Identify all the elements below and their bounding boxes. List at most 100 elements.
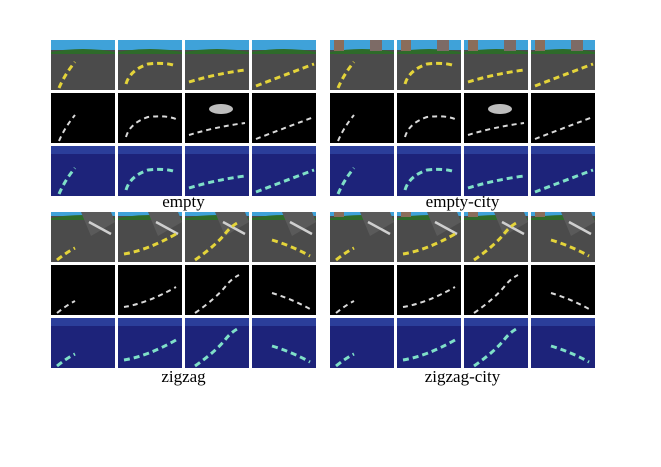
- camera-view-tile: [531, 40, 595, 90]
- mask-background: [397, 265, 461, 315]
- attention-mask-tile: [118, 265, 182, 315]
- mask-lane-highlight: [125, 115, 177, 138]
- attention-overlay-image: [185, 146, 249, 196]
- attention-mask-image: [185, 265, 249, 315]
- building: [334, 40, 344, 51]
- camera-view-image: [397, 40, 461, 90]
- attention-overlay-tile: [118, 318, 182, 368]
- attention-overlay-image: [51, 146, 115, 196]
- road-section: [427, 212, 461, 236]
- overlay-lane-highlight: [123, 338, 177, 362]
- camera-view-image: [51, 212, 115, 262]
- attention-overlay-image: [397, 318, 461, 368]
- camera-view-tile: [252, 40, 316, 90]
- overlay-horizon: [464, 146, 528, 154]
- overlay-horizon: [531, 146, 595, 154]
- attention-mask-image: [118, 93, 182, 143]
- yellow-lane-marking: [550, 238, 590, 258]
- white-edge-line: [289, 220, 313, 236]
- overlay-background: [185, 318, 249, 368]
- camera-view-tile: [185, 212, 249, 262]
- sky: [51, 40, 115, 50]
- overlay-background: [464, 318, 528, 368]
- white-edge-line: [367, 220, 391, 236]
- camera-view-tile: [185, 40, 249, 90]
- attention-overlay-tile: [185, 146, 249, 196]
- overlay-lane-highlight: [534, 168, 594, 194]
- sky: [531, 40, 595, 50]
- camera-view-tile: [118, 212, 182, 262]
- mask-background: [330, 265, 394, 315]
- mask-lane-highlight: [402, 286, 456, 308]
- yellow-lane-marking: [467, 68, 525, 84]
- attention-mask-tile: [118, 93, 182, 143]
- camera-view-tile: [330, 40, 394, 90]
- road-section: [494, 212, 528, 236]
- attention-overlay-image: [531, 318, 595, 368]
- attention-mask-tile: [397, 265, 461, 315]
- overlay-horizon: [330, 318, 394, 326]
- overlay-horizon: [397, 146, 461, 154]
- mask-blob: [209, 104, 233, 114]
- building: [571, 40, 583, 51]
- mask-background: [531, 93, 595, 143]
- overlay-background: [464, 146, 528, 196]
- mask-background: [252, 93, 316, 143]
- mask-lane-highlight: [337, 114, 355, 142]
- building: [504, 40, 516, 51]
- attention-overlay-image: [118, 318, 182, 368]
- mask-lane-highlight: [56, 300, 76, 314]
- attention-overlay-image: [185, 318, 249, 368]
- tile-grid: [330, 40, 595, 196]
- yellow-lane-marking: [124, 61, 177, 85]
- mask-background: [51, 265, 115, 315]
- mask-lane-highlight: [271, 292, 311, 310]
- mask-background: [464, 93, 528, 143]
- camera-view-tile: [118, 40, 182, 90]
- yellow-lane-marking: [403, 61, 456, 85]
- overlay-horizon: [51, 146, 115, 154]
- attention-mask-tile: [330, 265, 394, 315]
- sky: [330, 40, 394, 50]
- caption-empty-city: empty-city: [425, 192, 500, 211]
- camera-view-tile: [464, 40, 528, 90]
- overlay-lane-highlight: [336, 167, 356, 195]
- sky: [185, 40, 249, 50]
- attention-overlay-image: [51, 318, 115, 368]
- mask-lane-highlight: [123, 286, 177, 308]
- camera-view-image: [51, 40, 115, 90]
- yellow-lane-marking: [534, 62, 594, 88]
- road-section: [148, 212, 182, 236]
- building: [468, 212, 478, 217]
- white-edge-line: [434, 220, 458, 236]
- camera-view-tile: [464, 212, 528, 262]
- mask-background: [118, 265, 182, 315]
- attention-overlay-tile: [185, 318, 249, 368]
- overlay-horizon: [531, 318, 595, 326]
- building: [334, 212, 344, 217]
- caption-empty: empty: [162, 192, 205, 211]
- mask-background: [185, 93, 249, 143]
- attention-overlay-tile: [330, 318, 394, 368]
- overlay-horizon: [185, 318, 249, 326]
- mask-lane-highlight: [335, 300, 355, 314]
- overlay-horizon: [51, 318, 115, 326]
- tile-grid: [51, 40, 316, 196]
- camera-view-image: [397, 212, 461, 262]
- sky: [397, 40, 461, 50]
- yellow-lane-marking: [402, 232, 456, 256]
- attention-overlay-tile: [252, 146, 316, 196]
- attention-overlay-image: [531, 146, 595, 196]
- overlay-horizon: [330, 146, 394, 154]
- sky: [118, 40, 182, 50]
- attention-overlay-image: [464, 318, 528, 368]
- mask-lane-highlight: [534, 116, 594, 140]
- camera-view-tile: [51, 212, 115, 262]
- attention-overlay-image: [252, 146, 316, 196]
- caption-zigzag-city: zigzag-city: [424, 367, 501, 386]
- overlay-lane-highlight: [255, 168, 315, 194]
- camera-view-image: [531, 212, 595, 262]
- overlay-lane-highlight: [188, 174, 246, 190]
- camera-view-tile: [397, 212, 461, 262]
- overlay-background: [185, 146, 249, 196]
